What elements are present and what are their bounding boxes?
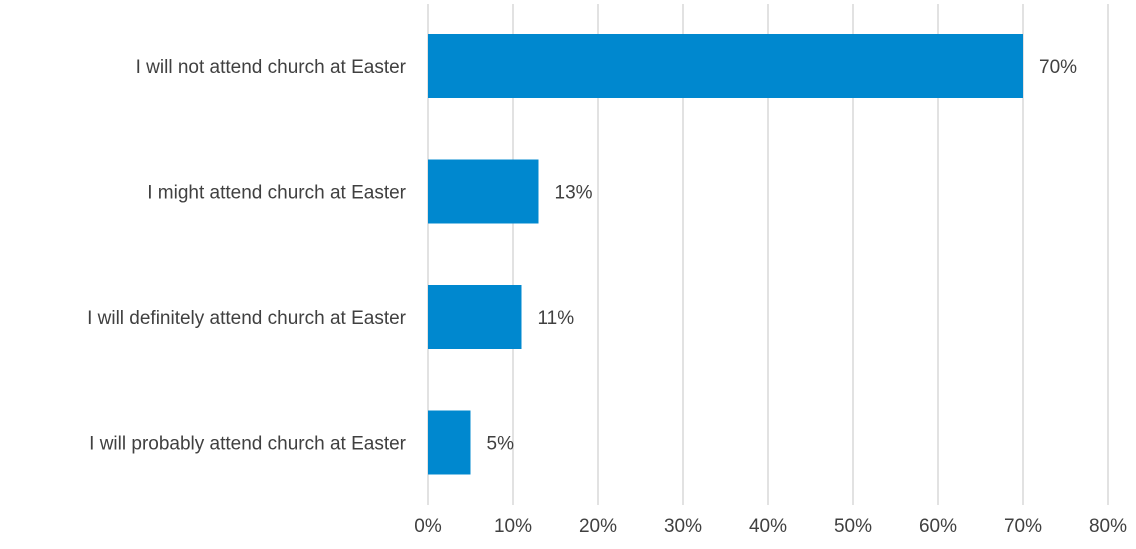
bar-series — [428, 34, 1023, 475]
data-label: 70% — [1039, 57, 1077, 78]
x-axis-tick-labels: 0% 10% 20% 30% 40% 50% 60% 70% 80% — [414, 516, 1127, 537]
data-labels: 70% 13% 11% 5% — [487, 57, 1078, 455]
data-label: 13% — [555, 183, 593, 204]
category-labels: I will not attend church at Easter I migh… — [87, 57, 407, 455]
data-label: 5% — [487, 434, 515, 455]
x-tick-label: 30% — [664, 516, 702, 537]
category-label: I will not attend church at Easter — [136, 57, 407, 78]
category-label: I will probably attend church at Easter — [89, 434, 407, 455]
category-label: I will definitely attend church at Easte… — [87, 308, 407, 329]
x-tick-label: 50% — [834, 516, 872, 537]
category-label: I might attend church at Easter — [147, 183, 406, 204]
x-tick-label: 40% — [749, 516, 787, 537]
bar — [428, 410, 471, 475]
bar — [428, 159, 539, 224]
x-tick-label: 20% — [579, 516, 617, 537]
data-label: 11% — [538, 308, 575, 329]
x-tick-label: 70% — [1004, 516, 1042, 537]
bar — [428, 285, 522, 349]
x-tick-label: 0% — [414, 516, 442, 537]
x-tick-label: 10% — [494, 516, 532, 537]
bar — [428, 34, 1023, 98]
x-tick-label: 60% — [919, 516, 957, 537]
x-tick-label: 80% — [1089, 516, 1127, 537]
